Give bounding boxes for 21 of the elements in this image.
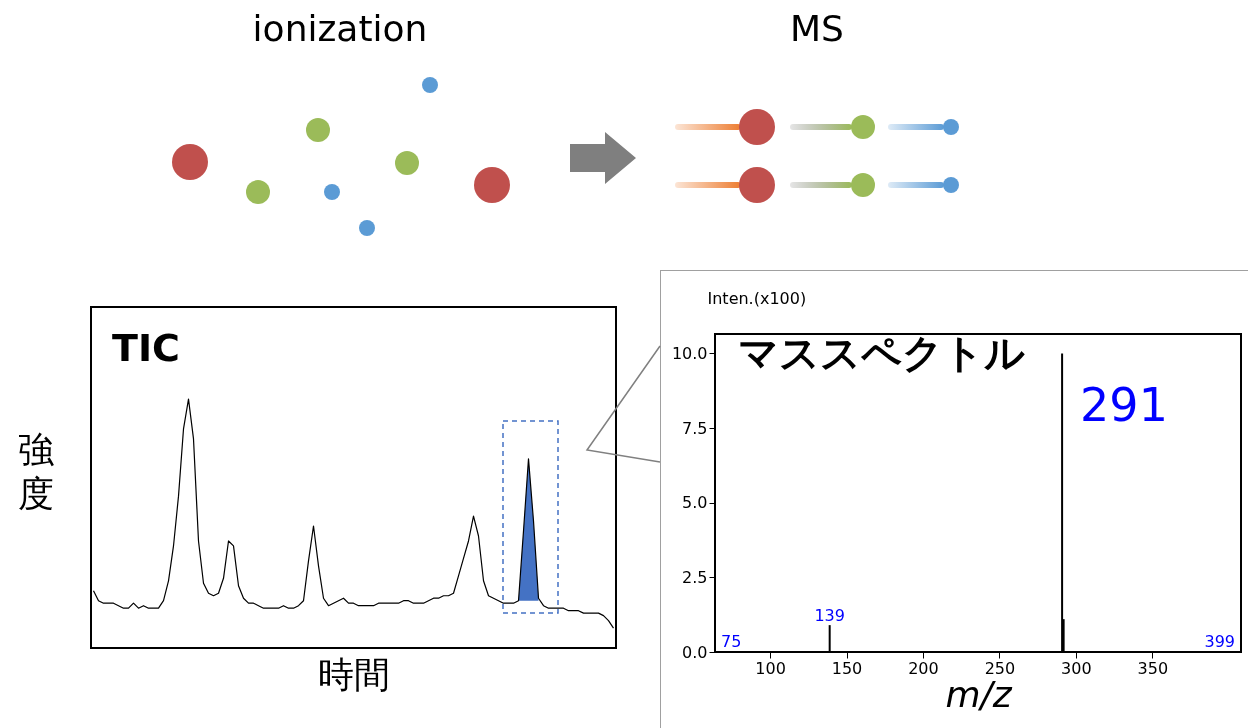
x-tick-label: 150 — [831, 658, 863, 678]
text: ionization — [252, 8, 428, 49]
annotation: 399 — [1204, 632, 1235, 651]
y-axis-title: Inten.(x100) — [707, 288, 807, 308]
annotation: 291 — [1080, 378, 1168, 433]
y-tick-label: 2.5 — [682, 567, 708, 587]
x-tick-label: 100 — [755, 658, 786, 678]
text: MS — [790, 8, 844, 49]
annotation: 75 — [721, 632, 742, 651]
chart-title: TIC — [112, 326, 180, 370]
x-tick-label: 300 — [1061, 658, 1092, 678]
x-tick-label: 200 — [908, 658, 939, 678]
x-axis-title: 時間 — [318, 653, 390, 695]
x-tick-label: 350 — [1137, 658, 1169, 678]
y-tick-label: 5.0 — [682, 493, 708, 513]
y-tick-label: 10.0 — [671, 343, 708, 363]
y-tick-label: 7.5 — [682, 418, 708, 438]
y-tick-label: 0.0 — [682, 642, 708, 662]
chart-title: マススペクトル — [738, 330, 1025, 376]
y-axis-title: 強度 — [17, 428, 54, 514]
annotation: 139 — [814, 606, 845, 626]
